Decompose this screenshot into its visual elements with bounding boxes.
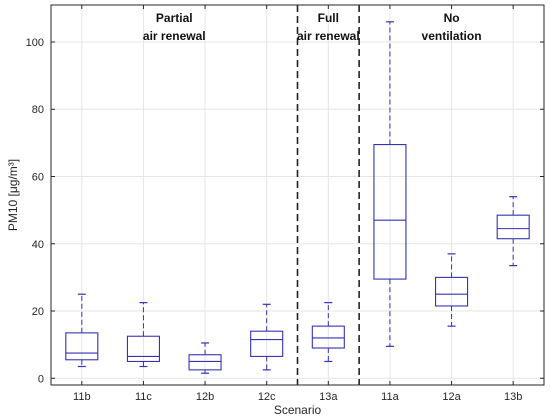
box-13a: [311, 325, 345, 349]
plot-frame: [50, 4, 545, 386]
y-tick-label: 60: [32, 172, 44, 184]
region-label-line1: Partial: [156, 11, 193, 25]
region-label-line1: Full: [318, 11, 339, 25]
region-label-line1: No: [444, 11, 460, 25]
x-tick-label: 13a: [319, 391, 338, 403]
box-12a: [435, 276, 469, 307]
x-tick-label: 11a: [381, 391, 399, 403]
box-11a: [373, 144, 407, 280]
x-tick-label: 11c: [135, 391, 152, 403]
x-tick-label: 13b: [504, 391, 522, 403]
box-11c: [126, 335, 160, 363]
y-axis-label: PM10 [μg/m³]: [6, 159, 20, 231]
x-tick-label: 12b: [196, 391, 214, 403]
x-tick-label: 12a: [442, 391, 461, 403]
box-12b: [188, 354, 222, 371]
box-11b: [65, 332, 99, 361]
region-label-line2: ventilation: [422, 29, 482, 43]
region-label-line2: air renewal: [297, 29, 360, 43]
x-tick-label: 12c: [258, 391, 276, 403]
y-tick-label: 0: [38, 373, 44, 385]
y-tick-label: 40: [32, 239, 44, 251]
box-13b: [496, 214, 530, 240]
x-tick-label: 11b: [73, 391, 91, 403]
y-tick-label: 100: [26, 37, 44, 49]
x-axis-label: Scenario: [274, 403, 322, 417]
region-label-line2: air renewal: [143, 29, 206, 43]
box-12c: [250, 330, 284, 357]
y-tick-label: 20: [32, 306, 44, 318]
y-tick-label: 80: [32, 104, 44, 116]
